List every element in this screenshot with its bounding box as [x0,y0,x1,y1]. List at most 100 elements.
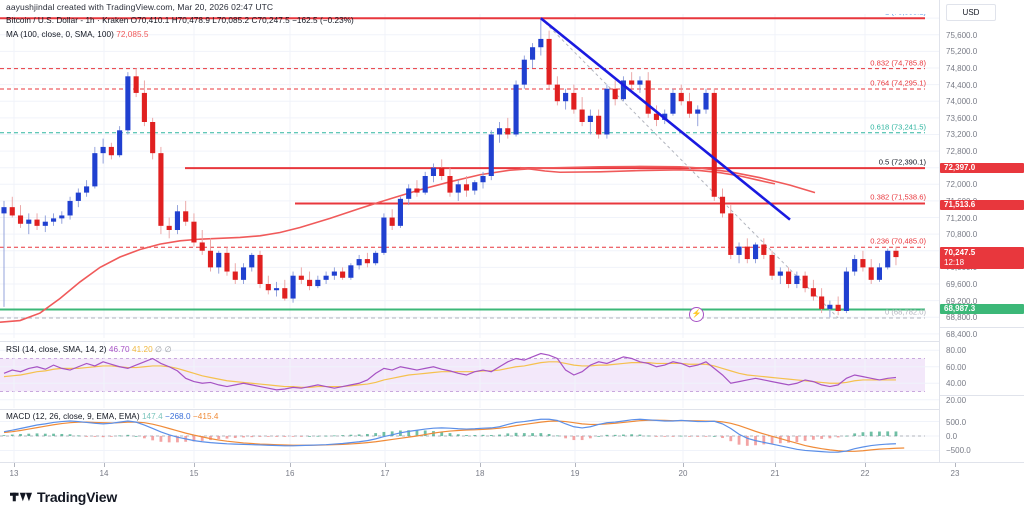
macd-legend-macd: −268.0 [165,412,191,421]
price-tick: 75,600.0 [946,30,978,40]
lightning-bolt-alert-marker[interactable]: ⚡ [689,306,704,322]
time-tick-mark [480,463,481,467]
ma-legend-name: MA (100, close, 0, SMA, 100) [6,30,114,39]
fib-label-0-236: 0.236 (70,485.0) [870,236,926,246]
time-tick: 14 [99,469,109,478]
rsi-legend-value: 46.70 [108,345,130,354]
time-tick: 20 [678,469,688,478]
ohlc-high: 70,478.9 [177,16,210,25]
price-pane[interactable]: 1 (75,998.1) 0.832 (74,785.8) 0.764 (74,29… [0,14,940,338]
time-tick-mark [104,463,105,467]
price-tick: 72,800.0 [946,147,978,157]
footer-bar: TradingView [0,484,1024,512]
time-tick-mark [683,463,684,467]
resistance-badge-value: 71,513.6 [944,199,976,209]
macd-tick: 500.0 [946,417,967,427]
ohlc-open-label: O [130,16,138,25]
ohlc-high-label: H [171,16,178,25]
price-tick: 73,200.0 [946,130,978,140]
watermark-credit: aayushjindal created with TradingView.co… [6,2,274,12]
price-tick: 68,400.0 [946,329,978,339]
lightning-bolt-icon: ⚡ [691,309,702,319]
ma-badge[interactable]: 72,397.0 [940,162,1024,173]
price-tick: 68,800.0 [946,313,978,323]
last-price-badge[interactable]: 70,247.5 12:18 [940,247,1024,270]
time-tick: 22 [860,469,870,478]
time-tick-mark [290,463,291,467]
fib-label-0-832: 0.832 (74,785.8) [870,58,926,68]
fib-label-1: 1 (75,998.1) [885,14,926,17]
price-tick: 69,200.0 [946,296,978,306]
rsi-legend-sma-value: 41.20 [131,345,153,354]
time-tick-mark [955,463,956,467]
time-tick-mark [14,463,15,467]
ohlc-open: 70,410.1 [137,16,170,25]
price-tick: 74,400.0 [946,80,978,90]
time-axis[interactable]: 13 14 15 16 17 18 19 20 21 22 23 [0,462,1024,485]
time-tick-mark [575,463,576,467]
ohlc-low: 70,085.2 [216,16,250,25]
rsi-pane[interactable] [0,342,940,408]
support-badge[interactable]: 68,987.3 [940,304,1024,315]
price-tick: 70,800.0 [946,230,978,240]
rsi-legend-extra-1: ∅ [155,345,163,354]
time-tick: 19 [570,469,580,478]
rsi-legend-name: RSI (14, close, SMA, 14, 2) [6,345,107,354]
ma-badge-value: 72,397.0 [944,162,976,172]
price-tick: 72,000.0 [946,180,978,190]
axis-divider-macd [940,395,1024,396]
last-price-badge-value: 70,247.5 [944,248,976,258]
time-tick: 23 [950,469,960,478]
tradingview-wordmark: TradingView [37,489,118,505]
time-tick: 21 [770,469,780,478]
macd-tick: 0.0 [946,432,958,441]
price-tick: 69,600.0 [946,280,978,289]
rsi-tick: 80.00 [946,346,967,356]
price-tick: 74,000.0 [946,97,978,107]
ohlc-close: 70,247.5 [257,16,290,25]
macd-legend-hist: 147.4 [141,412,163,421]
time-tick: 17 [380,469,390,478]
time-tick-mark [865,463,866,467]
price-tick: 75,200.0 [946,47,978,57]
symbol-legend[interactable]: Bitcoin / U.S. Dollar - 1h · Kraken O70,… [6,16,354,25]
time-tick: 15 [189,469,199,478]
ohlc-change: −162.5 (−0.23%) [292,16,354,25]
macd-tick: −500.0 [946,446,971,456]
time-tick: 18 [475,469,485,478]
pane-divider-rsi [0,341,940,342]
ohlc-low-label: L [212,16,217,25]
currency-badge[interactable]: USD [946,4,996,21]
rsi-legend[interactable]: RSI (14, close, SMA, 14, 2) 46.70 41.20 … [6,344,172,354]
time-tick: 13 [9,469,19,478]
symbol-title: Bitcoin / U.S. Dollar - 1h · Kraken [6,16,129,25]
macd-pane[interactable] [0,410,940,462]
price-tick: 74,800.0 [946,64,978,73]
rsi-tick: 40.00 [946,379,967,389]
macd-legend[interactable]: MACD (12, 26, close, 9, EMA, EMA) 147.4 … [6,412,219,421]
fib-label-0-382: 0.382 (71,538.6) [870,192,926,202]
time-tick-mark [385,463,386,467]
fib-label-0: 0 (68,782.0) [885,307,926,317]
axis-divider-rsi [940,327,1024,328]
price-tick: 71,200.0 [946,213,978,223]
resistance-badge[interactable]: 71,513.6 [940,199,1024,210]
time-tick-mark [775,463,776,467]
ma-legend-value: 72,085.5 [116,30,149,39]
rsi-chart-canvas [0,342,940,408]
time-tick: 16 [285,469,295,478]
ma-legend[interactable]: MA (100, close, 0, SMA, 100) 72,085.5 [6,30,149,39]
price-axis[interactable]: USD 75,600.0 75,200.0 74,800.0 74,400.0 74,0… [939,0,1024,462]
fib-label-0-764: 0.764 (74,295.1) [870,78,926,88]
macd-legend-signal: −415.4 [192,412,219,421]
rsi-legend-extra-2: ∅ [164,345,172,354]
macd-chart-canvas [0,410,940,462]
macd-legend-name: MACD (12, 26, close, 9, EMA, EMA) [6,412,140,421]
time-tick-mark [194,463,195,467]
rsi-tick: 20.00 [946,395,967,405]
tradingview-logo[interactable]: TradingView [10,489,117,505]
fib-label-0-618: 0.618 (73,241.5) [870,122,926,132]
price-tick: 73,600.0 [946,113,978,123]
fib-label-0-5: 0.5 (72,390.1) [878,157,926,167]
